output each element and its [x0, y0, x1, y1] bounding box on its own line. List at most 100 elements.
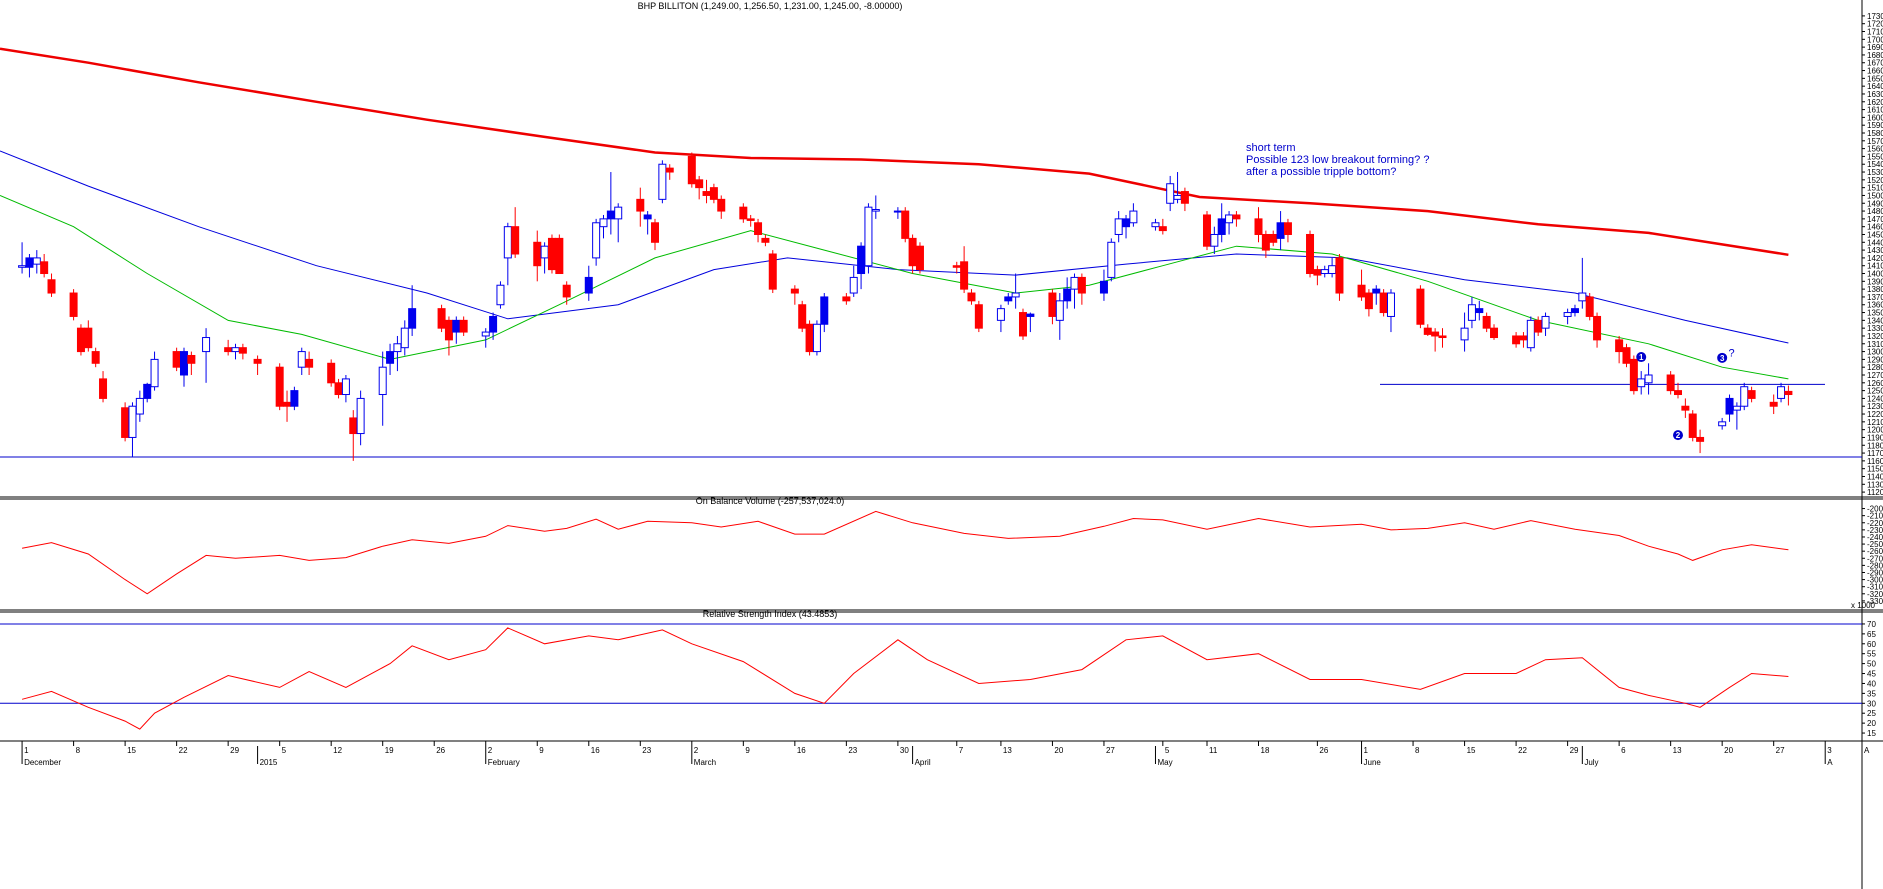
candle [1357, 269, 1366, 301]
candle-body [1180, 191, 1189, 204]
candle-body [444, 319, 453, 341]
candle [187, 351, 196, 375]
y-tick-label: 1680 [1867, 51, 1883, 60]
candle [40, 254, 49, 278]
candle [1225, 211, 1234, 235]
candle-body [805, 323, 814, 353]
candle-body [99, 378, 108, 399]
marker-circle [1673, 430, 1684, 441]
candle-body [128, 405, 137, 438]
candle-body [614, 206, 623, 220]
y-tick-label: 1640 [1867, 82, 1883, 91]
y-tick-label: 1580 [1867, 129, 1883, 138]
candle [290, 386, 299, 411]
candle-body [1055, 300, 1064, 321]
candle-body [290, 390, 299, 407]
y-tick-label: 1240 [1867, 394, 1883, 403]
candle [1335, 254, 1344, 301]
candle-body [540, 245, 549, 259]
candle-body [1254, 218, 1263, 235]
candle [1077, 273, 1086, 305]
indicator-lines [0, 510, 1862, 730]
candle [1585, 293, 1594, 321]
candle [1563, 308, 1572, 325]
candle [1688, 410, 1697, 442]
candle [533, 230, 542, 282]
x-month-label: April [915, 758, 931, 767]
candle [1018, 308, 1027, 340]
candle [665, 164, 674, 180]
candle [1011, 273, 1020, 309]
candle [275, 363, 284, 411]
candle-body [1482, 315, 1491, 329]
candle [334, 378, 343, 399]
candle [812, 320, 821, 356]
candle [687, 152, 696, 188]
y-tick-label: 1480 [1867, 207, 1883, 216]
y-tick-label: -2600 [1867, 547, 1883, 556]
x-tick-label: 26 [1319, 746, 1328, 755]
candle-body [1004, 296, 1013, 302]
candle [658, 160, 667, 204]
candle [1622, 343, 1631, 368]
candle [503, 222, 512, 286]
y-tick-label: 1400 [1867, 270, 1883, 279]
y-tick-label: -2000 [1867, 505, 1883, 514]
candle [305, 351, 314, 375]
candle-body [1615, 339, 1624, 353]
candle [1283, 218, 1292, 243]
ma-line-slow [0, 47, 1789, 257]
candle-body [606, 210, 615, 220]
x-tick-label: 23 [848, 746, 857, 755]
candle [864, 203, 873, 274]
candle-body [1335, 257, 1344, 294]
y-tick-label: 1670 [1867, 59, 1883, 68]
x-tick-label: 22 [179, 746, 188, 755]
x-tick-label: 2 [488, 746, 493, 755]
y-tick-label: 1450 [1867, 230, 1883, 239]
candle [901, 207, 910, 243]
candle [709, 183, 718, 204]
candle-body [179, 351, 188, 376]
y-tick-label: -2300 [1867, 526, 1883, 535]
x-month-label: 2015 [260, 758, 278, 767]
candle-body [1217, 218, 1226, 235]
x-tick-label: 12 [333, 746, 342, 755]
candle-body [1210, 233, 1219, 247]
candle [1026, 312, 1035, 333]
candle [1475, 300, 1484, 321]
candle-body [393, 343, 402, 353]
candle-body [47, 279, 56, 294]
candle [1431, 328, 1440, 352]
candle-body [91, 351, 100, 364]
y-tick-label: 35 [1867, 689, 1876, 698]
candle-body [665, 167, 674, 173]
candle [1372, 285, 1381, 305]
candle [651, 218, 660, 251]
candle-body [967, 292, 976, 302]
candle-body [253, 358, 262, 364]
candle [967, 289, 976, 305]
candle-body [32, 257, 41, 265]
y-tick-label: 1550 [1867, 152, 1883, 161]
candle-body [687, 155, 696, 185]
x-tick-label: 9 [539, 746, 544, 755]
candle-body [1570, 308, 1579, 314]
candle-body [349, 417, 358, 435]
candle-body [739, 206, 748, 220]
candle [224, 339, 233, 356]
candle-body [1269, 233, 1278, 243]
candle-body [1681, 405, 1690, 411]
candle-body [702, 191, 711, 196]
candle-body [1026, 313, 1035, 317]
candle-body [341, 378, 350, 396]
x-month-label: February [488, 758, 520, 767]
candle [746, 214, 755, 227]
candle [1114, 211, 1123, 243]
candle-body [1490, 327, 1499, 339]
candle-body [547, 237, 556, 271]
candle-body [533, 241, 542, 267]
candle-body [1475, 308, 1484, 314]
y-tick-label: 1440 [1867, 238, 1883, 247]
x-tick-label: 26 [436, 746, 445, 755]
